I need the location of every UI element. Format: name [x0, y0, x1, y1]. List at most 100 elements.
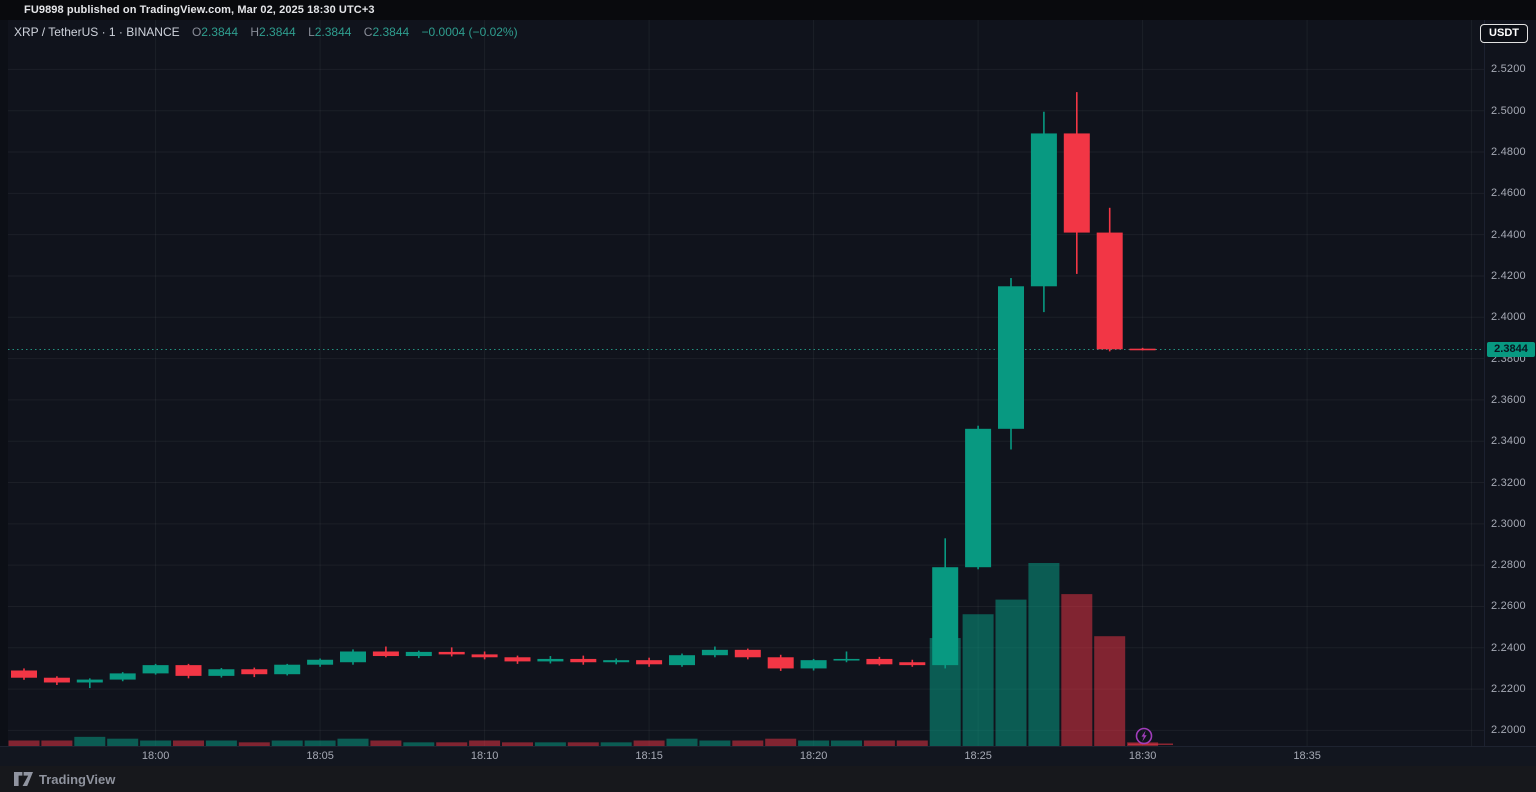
candle[interactable] — [274, 663, 301, 676]
volume-bar[interactable] — [173, 740, 204, 746]
volume-bar[interactable] — [765, 738, 797, 746]
candle[interactable] — [438, 647, 465, 657]
candle[interactable] — [734, 648, 761, 660]
volume-bar[interactable] — [337, 738, 369, 746]
last-bar-underline — [1128, 743, 1173, 745]
candle-body — [932, 567, 959, 666]
candle[interactable] — [241, 667, 268, 678]
lightning-marker-icon[interactable] — [1135, 727, 1153, 745]
volume-bar[interactable] — [633, 740, 665, 746]
candle-body — [43, 677, 70, 683]
time-tick-label: 18:05 — [306, 750, 334, 762]
volume-bar[interactable] — [271, 740, 303, 746]
volume-bar[interactable] — [1061, 594, 1093, 746]
volume-bar[interactable] — [962, 614, 994, 746]
volume-bar[interactable] — [534, 742, 566, 746]
volume-bar[interactable] — [666, 738, 698, 746]
candle[interactable] — [1096, 207, 1123, 352]
price-tick-label: 2.3400 — [1491, 435, 1526, 448]
candle[interactable] — [504, 655, 531, 664]
candle-body — [734, 649, 761, 658]
candle[interactable] — [932, 538, 959, 669]
chart-left-margin — [0, 20, 8, 746]
volume-bar[interactable] — [238, 742, 270, 746]
currency-usdt-button[interactable]: USDT — [1480, 24, 1528, 43]
volume-bar[interactable] — [896, 740, 928, 746]
candle[interactable] — [636, 657, 663, 667]
price-tick-label: 2.2600 — [1491, 600, 1526, 613]
time-axis[interactable]: 18:00 18:05 18:10 18:15 18:20 18:25 18:30 18:35 — [0, 746, 1536, 766]
price-tick-label: 2.2200 — [1491, 683, 1526, 696]
symbol-legend[interactable]: XRP / TetherUS · 1 · BINANCE O2.3844 H2.… — [14, 25, 518, 41]
tradingview-brand[interactable]: TradingView — [14, 772, 115, 787]
candle[interactable] — [537, 656, 564, 664]
price-axis[interactable]: 2.3844 2.5200 2.5000 2.4800 2.4600 2.4400 2.4… — [1484, 20, 1536, 746]
volume-bar[interactable] — [205, 740, 237, 746]
volume-bar[interactable] — [436, 742, 468, 746]
volume-bar[interactable] — [798, 740, 830, 746]
candle[interactable] — [175, 663, 202, 679]
volume-bar[interactable] — [863, 740, 895, 746]
candle[interactable] — [307, 658, 334, 667]
volume-bar[interactable] — [403, 742, 435, 746]
candle[interactable] — [43, 676, 70, 685]
candle[interactable] — [669, 653, 695, 667]
volume-bar[interactable] — [1094, 636, 1126, 746]
candle-body — [1063, 133, 1090, 233]
candle-body — [1096, 232, 1123, 350]
candle[interactable] — [800, 658, 827, 671]
candle[interactable] — [866, 656, 893, 666]
volume-bar[interactable] — [304, 740, 336, 746]
volume-bar[interactable] — [699, 740, 731, 746]
volume-bar[interactable] — [41, 740, 73, 746]
candle[interactable] — [340, 649, 366, 665]
candle[interactable] — [965, 425, 992, 570]
candle[interactable] — [570, 655, 597, 665]
last-price-tag: 2.3844 — [1487, 341, 1535, 357]
candle[interactable] — [372, 646, 399, 658]
price-tick-label: 2.4200 — [1491, 269, 1526, 282]
candle[interactable] — [833, 651, 860, 663]
volume-bar[interactable] — [469, 740, 501, 746]
low-value: 2.3844 — [314, 25, 352, 39]
volume-bar[interactable] — [995, 599, 1027, 746]
candle-body — [307, 659, 334, 665]
attribution-text: FU9898 published on TradingView.com, Mar… — [24, 4, 375, 16]
candle-body — [669, 655, 695, 666]
candle-body — [340, 651, 366, 663]
footer-bar: TradingView — [0, 766, 1536, 792]
candle[interactable] — [899, 659, 926, 667]
time-tick-label: 18:30 — [1128, 750, 1157, 762]
candle[interactable] — [767, 654, 794, 671]
volume-bar[interactable] — [567, 742, 599, 746]
volume-bar[interactable] — [502, 742, 533, 746]
volume-bar[interactable] — [107, 738, 139, 746]
candle[interactable] — [11, 668, 37, 680]
close-label: C — [363, 25, 373, 39]
volume-bar[interactable] — [831, 740, 862, 746]
candle[interactable] — [405, 650, 432, 659]
volume-bar[interactable] — [8, 740, 40, 746]
candle[interactable] — [471, 651, 498, 660]
candle[interactable] — [1129, 347, 1156, 351]
candle-body — [175, 665, 202, 676]
symbol-title[interactable]: XRP / TetherUS · 1 · BINANCE — [14, 25, 180, 39]
candle[interactable] — [208, 668, 235, 678]
candle[interactable] — [701, 646, 728, 658]
candle[interactable] — [76, 678, 103, 689]
candle[interactable] — [109, 672, 136, 682]
candle[interactable] — [142, 663, 169, 675]
volume-bar[interactable] — [600, 742, 632, 746]
candle[interactable] — [1063, 92, 1090, 274]
candle[interactable] — [998, 278, 1024, 450]
volume-bar[interactable] — [370, 740, 402, 746]
volume-bar[interactable] — [140, 740, 172, 746]
candle[interactable] — [603, 658, 630, 665]
time-tick-label: 18:10 — [470, 750, 499, 762]
candle-body — [767, 657, 794, 669]
candle[interactable] — [1030, 111, 1057, 313]
volume-bar[interactable] — [74, 736, 106, 746]
volume-bar[interactable] — [1028, 563, 1060, 746]
volume-bar[interactable] — [732, 740, 764, 746]
